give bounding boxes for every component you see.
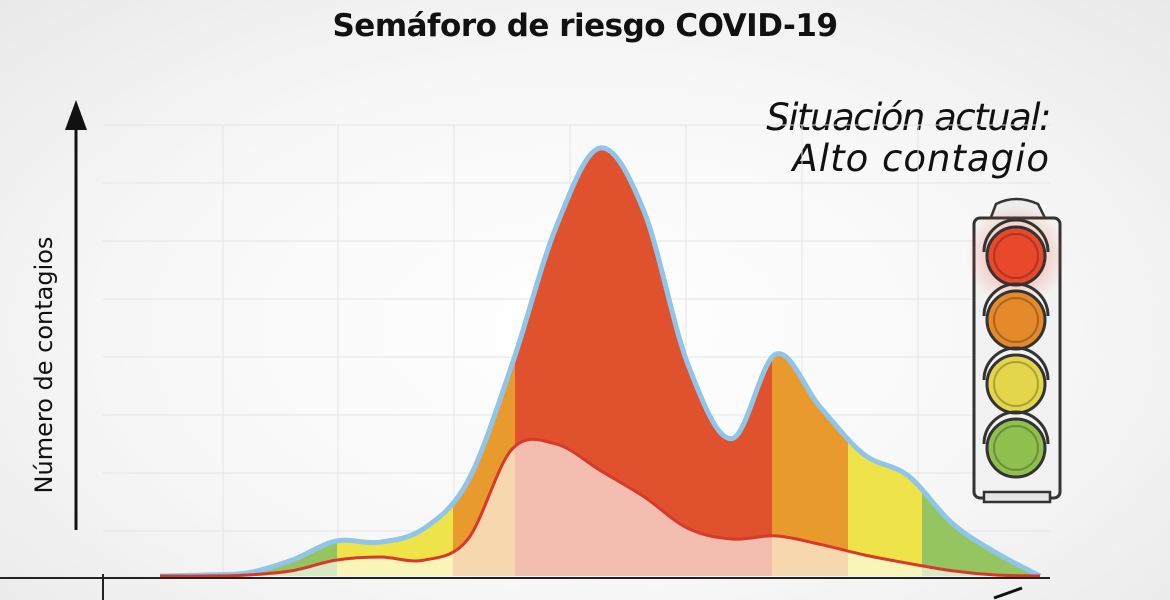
status-heading: Situación actual: (766, 96, 1051, 139)
inner-zone-green (160, 439, 337, 577)
status-value: Alto contagio (792, 137, 1050, 180)
yellow-light-icon (982, 346, 1050, 415)
risk-zone-orange (772, 147, 848, 577)
risk-zone-yellow (337, 147, 453, 577)
traffic-light-icon (966, 197, 1066, 504)
series-2-line (159, 437, 1041, 578)
red-light-icon (982, 218, 1050, 287)
risk-zone-yellow (848, 147, 922, 577)
y-axis-arrow (65, 100, 87, 530)
orange-light-icon (982, 282, 1050, 351)
series-1-outline (159, 145, 1042, 579)
x-axis-arrow (993, 586, 1023, 600)
risk-zone-green (160, 147, 337, 577)
inner-zone-yellow (337, 439, 453, 577)
green-light-icon (982, 410, 1050, 479)
chart-title: Semáforo de riesgo COVID-19 (332, 8, 838, 44)
